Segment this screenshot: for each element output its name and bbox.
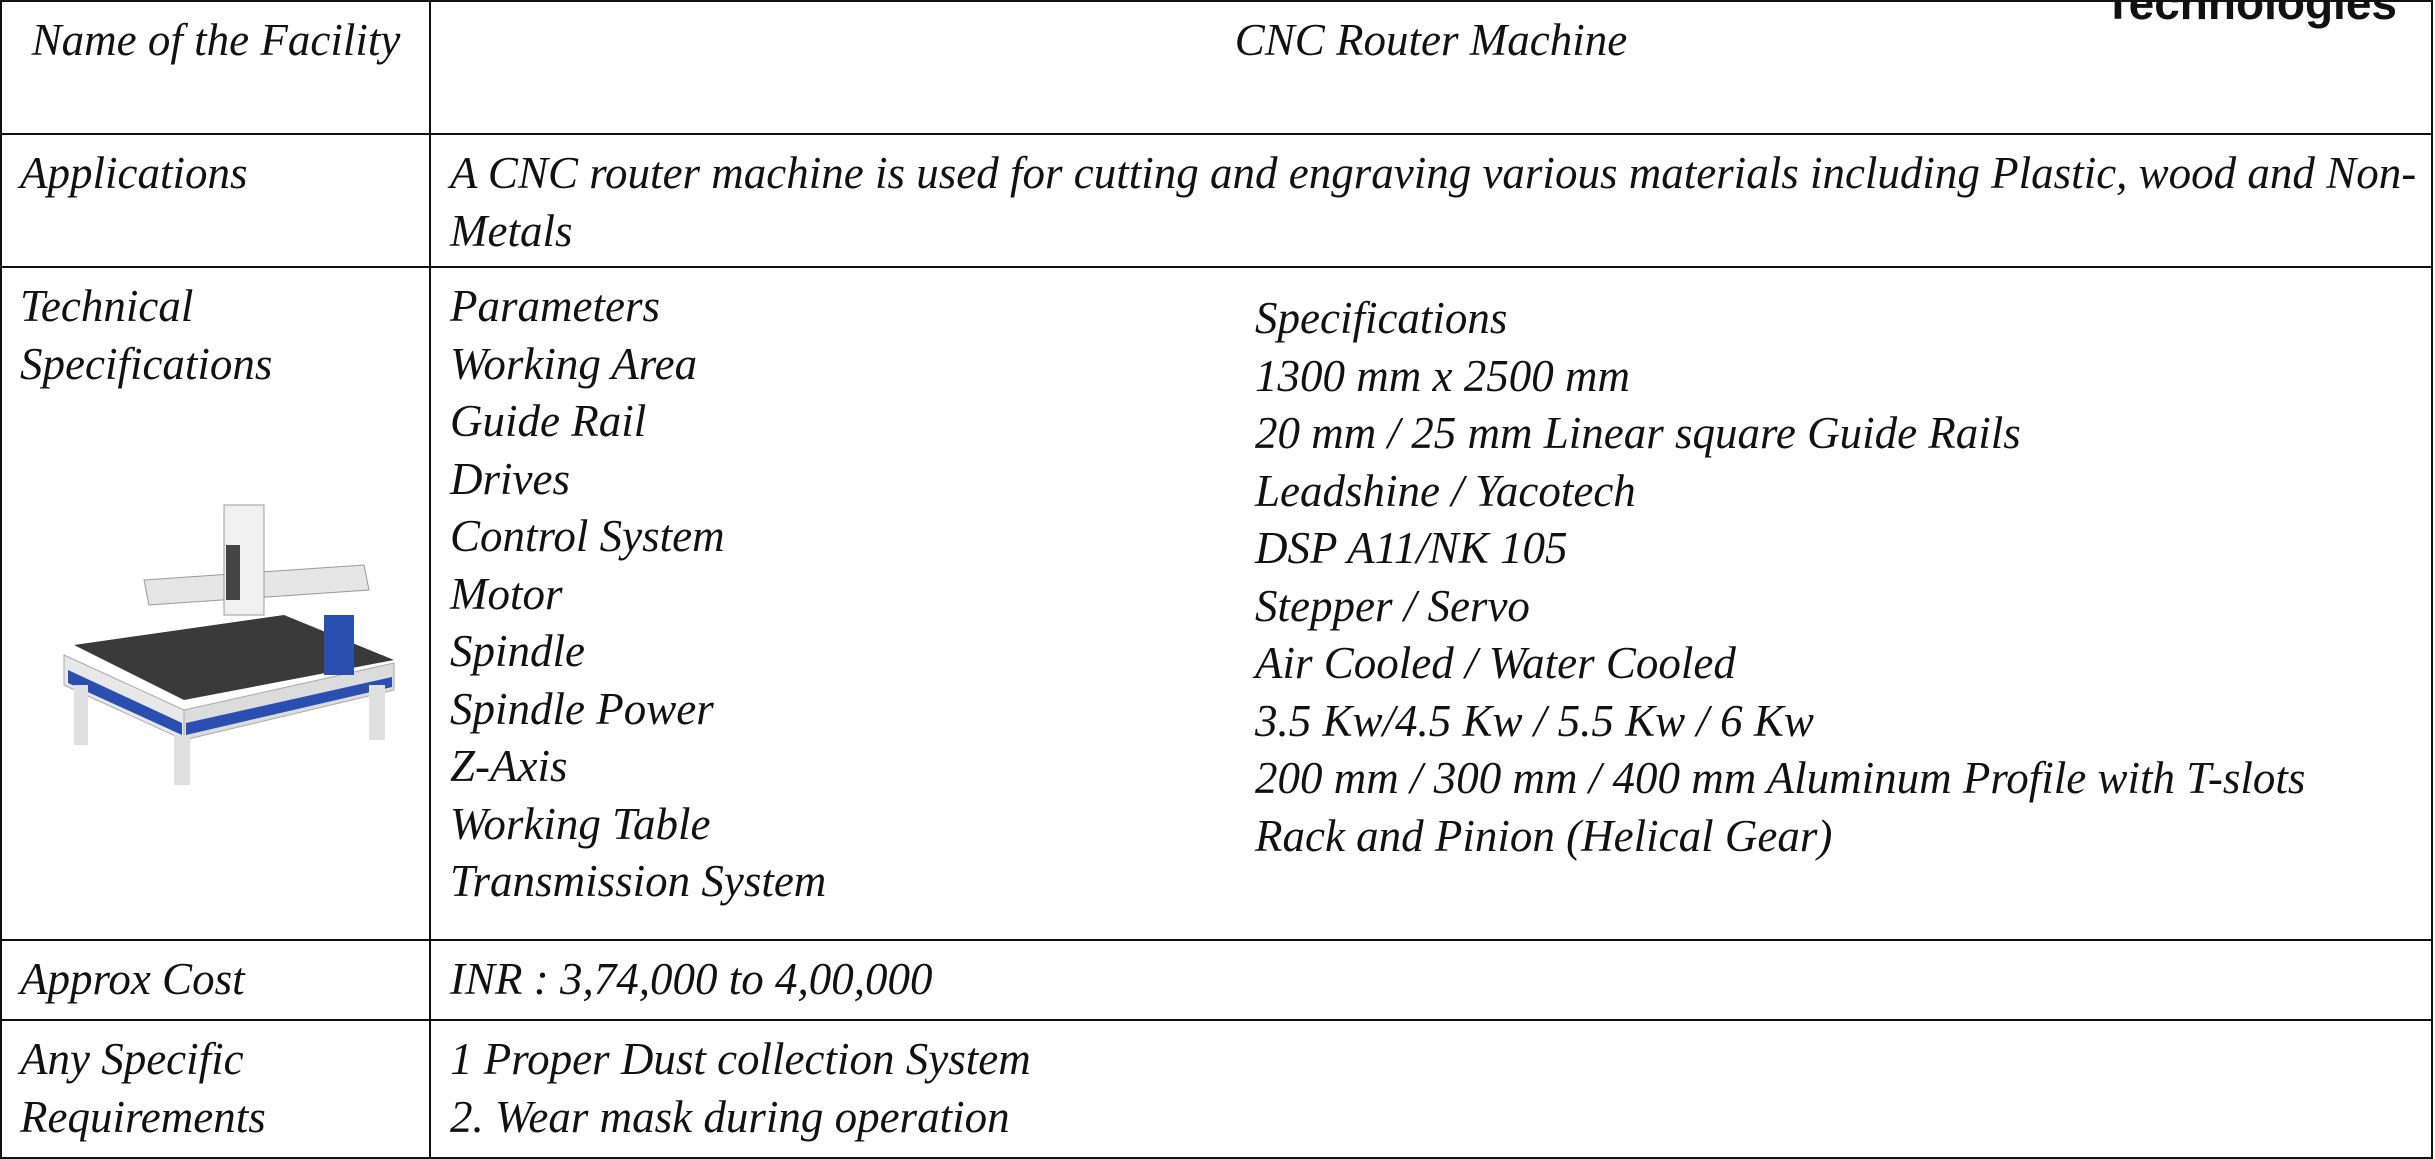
row-label: Approx Cost — [20, 954, 245, 1004]
border — [0, 266, 2433, 268]
parameter-list: Parameters Working Area Guide Rail Drives Co… — [450, 278, 826, 911]
specification: Stepper / Servo — [1255, 580, 1530, 631]
row-label: Any Specific Requirements — [20, 1034, 266, 1142]
row-content: CNC Router Machine — [1234, 15, 1628, 65]
specification: Leadshine / Yacotech — [1255, 465, 1636, 516]
parameter: Parameters — [450, 281, 660, 331]
parameter: Drives — [450, 453, 570, 504]
row-content: 1 Proper Dust collection System 2. Wear … — [450, 1034, 1031, 1142]
machine-image — [63, 504, 395, 785]
parameter: Motor — [450, 568, 563, 619]
specification: Air Cooled / Water Cooled — [1255, 638, 1736, 688]
specification: 3.5 Kw/4.5 Kw / 5.5 Kw / 6 Kw — [1255, 695, 1814, 746]
border — [0, 1157, 2433, 1159]
brand: Technologies — [2103, 0, 2397, 29]
parameter: Guide Rail — [450, 396, 647, 446]
row-label: Technical Specifications — [20, 281, 273, 389]
border — [429, 0, 431, 1159]
border — [0, 133, 2433, 135]
border — [0, 0, 2433, 2]
row-content: INR : 3,74,000 to 4,00,000 — [450, 954, 933, 1004]
parameter: Working Table — [450, 798, 711, 849]
border — [0, 0, 2, 1159]
specification: Rack and Pinion (Helical Gear) — [1255, 810, 1833, 861]
border — [0, 1019, 2433, 1021]
border — [0, 939, 2433, 941]
parameter: Working Area — [450, 338, 698, 389]
parameter: Z-Axis — [450, 741, 568, 791]
specification: 20 mm / 25 mm Linear square Guide Rails — [1255, 408, 2021, 458]
parameter: Transmission System — [450, 856, 827, 906]
row-label: Applications — [20, 148, 248, 198]
specification: 200 mm / 300 mm / 400 mm Aluminum Profil… — [1255, 753, 2306, 803]
row-label: Name of the Facility — [31, 15, 401, 65]
parameter: Spindle — [450, 626, 585, 676]
parameter: Spindle Power — [450, 683, 714, 734]
specification: DSP A11/NK 105 — [1255, 523, 1568, 573]
border — [2431, 0, 2433, 1159]
row-content: A CNC router machine is used for cutting… — [450, 148, 2417, 256]
specification: Specifications — [1255, 293, 1508, 343]
specification: 1300 mm x 2500 mm — [1255, 350, 1630, 401]
parameter: Control System — [450, 511, 725, 561]
specification-list: Specifications 1300 mm x 2500 mm 20 mm / 2… — [1255, 290, 2305, 865]
